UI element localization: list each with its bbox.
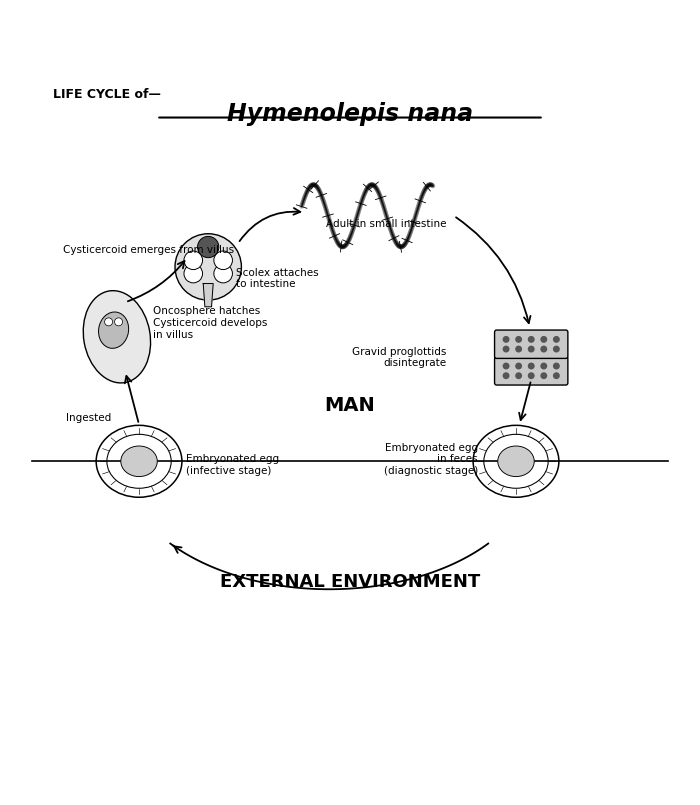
- Circle shape: [540, 372, 547, 379]
- Circle shape: [515, 372, 522, 379]
- Circle shape: [553, 336, 560, 343]
- FancyBboxPatch shape: [495, 357, 568, 385]
- Text: Cysticercoid emerges from villus: Cysticercoid emerges from villus: [63, 246, 234, 255]
- Circle shape: [540, 345, 547, 353]
- Text: Scolex attaches
to intestine: Scolex attaches to intestine: [236, 267, 318, 289]
- Text: EXTERNAL ENVIRONMENT: EXTERNAL ENVIRONMENT: [220, 573, 480, 592]
- Circle shape: [184, 264, 202, 283]
- Text: Hymenolepis nana: Hymenolepis nana: [227, 101, 473, 126]
- Circle shape: [104, 318, 113, 326]
- Circle shape: [528, 336, 535, 343]
- Ellipse shape: [498, 446, 534, 477]
- Circle shape: [214, 251, 232, 270]
- FancyBboxPatch shape: [495, 330, 568, 358]
- Text: MAN: MAN: [325, 396, 375, 415]
- Text: Gravid proglottids
disintegrate: Gravid proglottids disintegrate: [353, 347, 447, 369]
- Circle shape: [197, 237, 219, 258]
- Circle shape: [184, 251, 202, 270]
- Circle shape: [515, 336, 522, 343]
- Ellipse shape: [121, 446, 158, 477]
- Circle shape: [503, 362, 510, 369]
- Circle shape: [503, 345, 510, 353]
- Circle shape: [528, 345, 535, 353]
- Ellipse shape: [99, 312, 129, 349]
- Circle shape: [528, 362, 535, 369]
- Text: LIFE CYCLE of—: LIFE CYCLE of—: [52, 88, 160, 101]
- Circle shape: [553, 362, 560, 369]
- Text: Oncosphere hatches
Cysticercoid develops
in villus: Oncosphere hatches Cysticercoid develops…: [153, 307, 267, 340]
- Circle shape: [515, 345, 522, 353]
- Text: Embryonated egg
(infective stage): Embryonated egg (infective stage): [186, 454, 279, 476]
- Text: Ingested: Ingested: [66, 413, 112, 423]
- Circle shape: [540, 362, 547, 369]
- Circle shape: [540, 336, 547, 343]
- Circle shape: [503, 372, 510, 379]
- Circle shape: [503, 336, 510, 343]
- Text: Embryonated egg
in feces
(diagnostic stage): Embryonated egg in feces (diagnostic sta…: [384, 443, 478, 476]
- Circle shape: [175, 233, 242, 300]
- Text: Adult in small intestine: Adult in small intestine: [326, 219, 447, 229]
- Circle shape: [115, 318, 122, 326]
- Circle shape: [553, 345, 560, 353]
- Circle shape: [528, 372, 535, 379]
- Circle shape: [515, 362, 522, 369]
- Polygon shape: [203, 283, 214, 307]
- Ellipse shape: [83, 291, 150, 383]
- Circle shape: [214, 264, 232, 283]
- Circle shape: [553, 372, 560, 379]
